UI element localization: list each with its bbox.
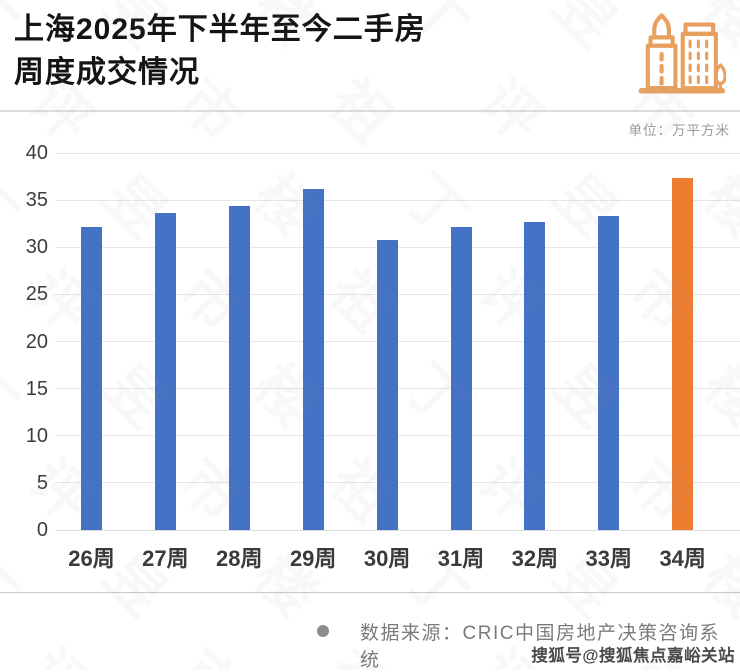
gridline — [55, 529, 740, 531]
x-tick-label: 33周 — [585, 546, 633, 571]
bar-29周 — [302, 188, 324, 530]
gridline — [55, 341, 740, 342]
gridline — [55, 293, 740, 295]
watermark-char: 昱 — [91, 162, 179, 250]
watermark-char: 昱 — [541, 162, 629, 250]
watermark-char: 丁 — [391, 352, 479, 440]
x-tick-label: 31周 — [437, 546, 485, 571]
gridline — [55, 152, 740, 154]
y-tick-label: 30 — [25, 236, 48, 259]
x-tick-label: 26周 — [68, 546, 115, 571]
bar-32周 — [524, 221, 546, 530]
bar-31周 — [450, 226, 472, 530]
bar-34周 — [672, 178, 694, 530]
y-tick-label: 25 — [25, 283, 48, 306]
watermark-char: 市 — [616, 447, 704, 535]
watermark-char: 楼 — [691, 162, 740, 250]
x-tick-label: 32周 — [511, 546, 559, 571]
watermark-char: 市 — [166, 447, 254, 535]
footer-divider — [0, 592, 740, 593]
watermark-char: 丁 — [0, 352, 29, 440]
y-tick-label: 0 — [36, 519, 48, 541]
y-tick-label: 20 — [25, 330, 48, 353]
y-tick-label: 35 — [25, 189, 48, 212]
x-tick-label: 34周 — [659, 546, 706, 571]
gridline — [55, 246, 740, 248]
watermark-char: 楼 — [241, 352, 329, 440]
watermark-char: 评 — [16, 447, 104, 535]
header: 上海2025年下半年至今二手房 周度成交情况 — [0, 0, 740, 112]
data-source-text: 数据来源：CRIC中国房地产决策咨询系统 — [360, 623, 720, 671]
gridline — [55, 435, 740, 437]
bar-33周 — [598, 216, 620, 530]
x-tick-label: 28周 — [216, 546, 263, 571]
buildings-icon — [638, 13, 726, 94]
y-tick-label: 40 — [25, 142, 48, 164]
bar-26周 — [81, 226, 102, 530]
bar-28周 — [228, 205, 250, 530]
watermark-char: 昱 — [541, 352, 629, 440]
x-tick-label: 27周 — [142, 546, 189, 571]
y-tick-label: 15 — [25, 377, 48, 400]
footer: 数据来源：CRIC中国房地产决策咨询系统 — [0, 617, 740, 671]
gridline — [55, 482, 740, 484]
watermark-char: 丁 — [391, 162, 479, 250]
unit-label: 单位：万平方米 — [628, 123, 730, 138]
watermark-char: 祖 — [316, 447, 404, 535]
bar-27周 — [154, 213, 176, 530]
watermark-char: 昱 — [91, 352, 179, 440]
watermark-char: 楼 — [241, 162, 329, 250]
page-title-line1: 上海2025年下半年至今二手房 — [14, 13, 426, 46]
x-tick-label: 30周 — [363, 546, 411, 571]
gridline — [55, 388, 740, 390]
x-tick-label: 29周 — [289, 546, 337, 571]
y-tick-label: 10 — [25, 424, 48, 447]
watermark-char: 评 — [466, 447, 554, 535]
watermark-char: 评 — [466, 257, 554, 345]
watermark-char: 市 — [616, 257, 704, 345]
page-title-line2: 周度成交情况 — [14, 56, 200, 89]
y-tick-label: 5 — [36, 471, 48, 494]
bar-30周 — [376, 239, 398, 530]
watermark-char: 评 — [16, 257, 104, 345]
watermark-char: 丁 — [0, 162, 29, 250]
header-divider — [0, 110, 740, 112]
sohu-watermark: 搜狐号@搜狐焦点嘉峪关站 — [531, 647, 735, 665]
watermark-char: 祖 — [316, 257, 404, 345]
gridline — [55, 199, 740, 201]
bullet-icon — [317, 625, 329, 637]
page-title: 上海2025年下半年至今二手房 周度成交情况 — [14, 8, 614, 94]
watermark-char: 市 — [166, 257, 254, 345]
watermark-char: 楼 — [691, 352, 740, 440]
